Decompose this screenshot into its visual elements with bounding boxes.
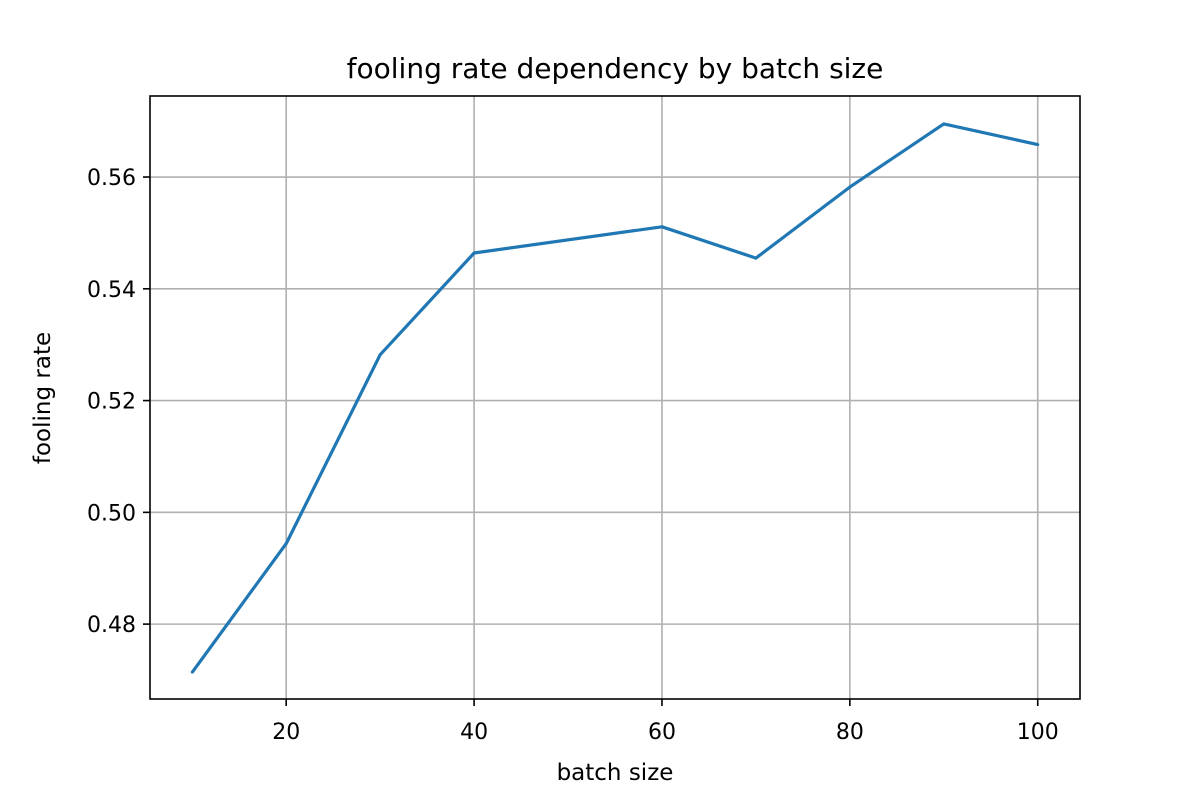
gridlines: [150, 96, 1080, 699]
data-point: [378, 353, 382, 357]
x-tick-label: 20: [272, 720, 300, 745]
data-point: [660, 225, 664, 229]
y-axis-label: fooling rate: [30, 332, 56, 464]
x-tick-label: 100: [1017, 720, 1059, 745]
data-point: [472, 251, 476, 255]
data-point: [942, 122, 946, 126]
x-tick-label: 60: [648, 720, 676, 745]
plot-frame: [149, 95, 1081, 700]
y-tick-label: 0.50: [87, 501, 136, 526]
data-point: [754, 256, 758, 260]
x-axis-label: batch size: [557, 760, 674, 786]
y-tick-label: 0.54: [87, 278, 136, 303]
data-point: [1036, 143, 1040, 147]
x-tick-label: 40: [460, 720, 488, 745]
x-tick-label: 80: [836, 720, 864, 745]
data-point: [190, 670, 194, 674]
data-point: [284, 542, 288, 546]
y-tick-label: 0.56: [87, 166, 136, 191]
data-point: [848, 185, 852, 189]
ticks: 20 40 60 80 100 0.48 0.50 0.52 0.54 0.56: [87, 166, 1059, 745]
series-layer: [190, 122, 1040, 674]
y-tick-label: 0.48: [87, 613, 136, 638]
chart-title: fooling rate dependency by batch size: [347, 52, 884, 85]
y-tick-label: 0.52: [87, 390, 136, 415]
